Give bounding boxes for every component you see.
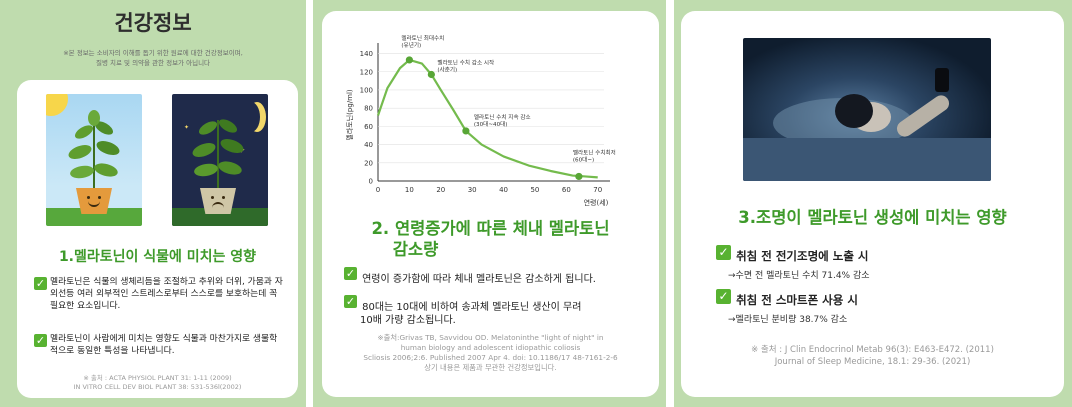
sun-icon [46, 94, 68, 116]
section-heading: 3.조명이 멜라토닌 생성에 미치는 영향 [738, 208, 1007, 227]
source-note: ※ 출처 : ACTA PHYSIOL PLANT 31: 1-11 (2009… [73, 374, 242, 391]
grass [172, 208, 268, 226]
y-tick-label: 40 [364, 141, 373, 149]
y-tick-label: 120 [360, 68, 373, 76]
hair [835, 94, 873, 128]
plant-icon [192, 119, 244, 194]
y-tick-label: 20 [364, 159, 373, 167]
content-card: 0 20 40 60 80 100 120 140 0 10 20 30 40 50 60 70 멜라토닌(pg… [322, 11, 659, 397]
content-card: ✦ ✦ 1.멜라토닌이 식물에 미치는 영향 ✓ 멜라토닌은 식물의 생체리듬을… [17, 80, 298, 398]
item-1: ✓ 취침 전 전기조명에 노출 시 →수면 전 멜라토닌 수치 71.4% 감소 [716, 245, 1046, 281]
panel-plants: 건강정보 ※본 정보는 소비자의 이해를 돕기 위한 원료에 대한 건강정보이며… [0, 0, 306, 407]
data-point [575, 172, 583, 181]
data-point [462, 127, 470, 135]
x-tick-label: 10 [405, 186, 414, 194]
sad-pot-icon [200, 188, 236, 214]
annotation-label: 멜라토닌 수치 지속 감소 [474, 113, 531, 121]
x-axis-label: 연령(세) [584, 198, 609, 207]
point-2: ✓ 멜라토닌이 사람에게 미치는 영향도 식물과 마찬가지로 생물학적으로 동일… [34, 334, 278, 356]
annotation-sublabel: (유년기) [401, 41, 421, 49]
grass [46, 208, 142, 226]
data-point [427, 70, 435, 79]
y-tick-label: 100 [360, 86, 373, 94]
annotation-sublabel: (30대~40대) [474, 120, 508, 128]
check-icon: ✓ [716, 245, 731, 260]
night-plant-illustration: ✦ ✦ [172, 94, 268, 226]
source-note: ※ 출처 : J Clin Endocrinol Metab 96(3): E4… [751, 345, 994, 367]
annotation-label: 멜라토닌 최대수치 [401, 34, 444, 42]
y-tick-label: 80 [364, 105, 373, 113]
x-tick-label: 70 [593, 186, 602, 194]
content-card: 3.조명이 멜라토닌 생성에 미치는 영향 ✓ 취침 전 전기조명에 노출 시 … [681, 11, 1064, 397]
x-tick-label: 20 [436, 186, 445, 194]
y-tick-label: 60 [364, 123, 373, 131]
star-icon: ✦ [184, 124, 190, 131]
annotation-sublabel: (60대~) [573, 155, 594, 163]
check-icon: ✓ [344, 267, 357, 280]
panel-age: 0 20 40 60 80 100 120 140 0 10 20 30 40 50 60 70 멜라토닌(pg… [313, 0, 666, 407]
point-1: ✓ 연령이 증가함에 따라 체내 멜라토닌은 감소하게 됩니다. [344, 267, 596, 285]
annotation-sublabel: (사춘기) [437, 65, 457, 73]
x-tick-label: 50 [530, 186, 539, 194]
y-tick-label: 140 [360, 50, 373, 58]
check-icon: ✓ [344, 295, 357, 308]
age-melatonin-chart: 0 20 40 60 80 100 120 140 0 10 20 30 40 50 60 70 멜라토닌(pg… [345, 34, 616, 207]
phone-icon [935, 68, 949, 92]
plant-icon [68, 110, 120, 194]
x-tick-label: 60 [562, 186, 571, 194]
section-heading: 1.멜라토닌이 식물에 미치는 영향 [58, 249, 257, 265]
annotation-label: 멜라토닌 수치 감소 시작 [437, 58, 494, 66]
smiling-pot-icon [76, 188, 112, 214]
source-note: ※출처:Grivas TB, Savvidou OD. Melatoninthe… [363, 333, 618, 372]
y-tick-label: 0 [369, 178, 373, 186]
page-title: 건강정보 [114, 11, 192, 35]
section-heading: 2. 연령증가에 따른 체내 멜라토닌 감소량 [371, 219, 610, 259]
disclaimer: ※본 정보는 소비자의 이해를 돕기 위한 원료에 대한 건강정보이며, 질병 … [63, 49, 243, 67]
x-tick-label: 30 [468, 186, 477, 194]
check-icon: ✓ [716, 289, 731, 304]
check-icon: ✓ [34, 277, 47, 290]
blanket [743, 138, 991, 181]
panel-light: 3.조명이 멜라토닌 생성에 미치는 영향 ✓ 취침 전 전기조명에 노출 시 … [674, 0, 1072, 407]
day-plant-illustration [46, 94, 142, 226]
point-1: ✓ 멜라토닌은 식물의 생체리듬을 조절하고 추위와 더위, 가뭄과 자외선등 … [34, 277, 283, 311]
series-line [376, 58, 598, 179]
annotation-label: 멜라토닌 수치최저 [573, 148, 616, 156]
y-axis-label: 멜라토닌(pg/ml) [345, 89, 354, 140]
x-tick-label: 40 [499, 186, 508, 194]
point-2: ✓ 80대는 10대에 비하여 송과체 멜라토닌 생산이 무려 10배 가량 감… [344, 295, 582, 326]
check-icon: ✓ [34, 334, 47, 347]
item-2: ✓ 취침 전 스마트폰 사용 시 →멜라토닌 분비량 38.7% 감소 [716, 289, 1046, 325]
x-tick-label: 0 [376, 186, 380, 194]
data-point [405, 56, 413, 64]
phone-in-bed-photo [743, 38, 991, 181]
